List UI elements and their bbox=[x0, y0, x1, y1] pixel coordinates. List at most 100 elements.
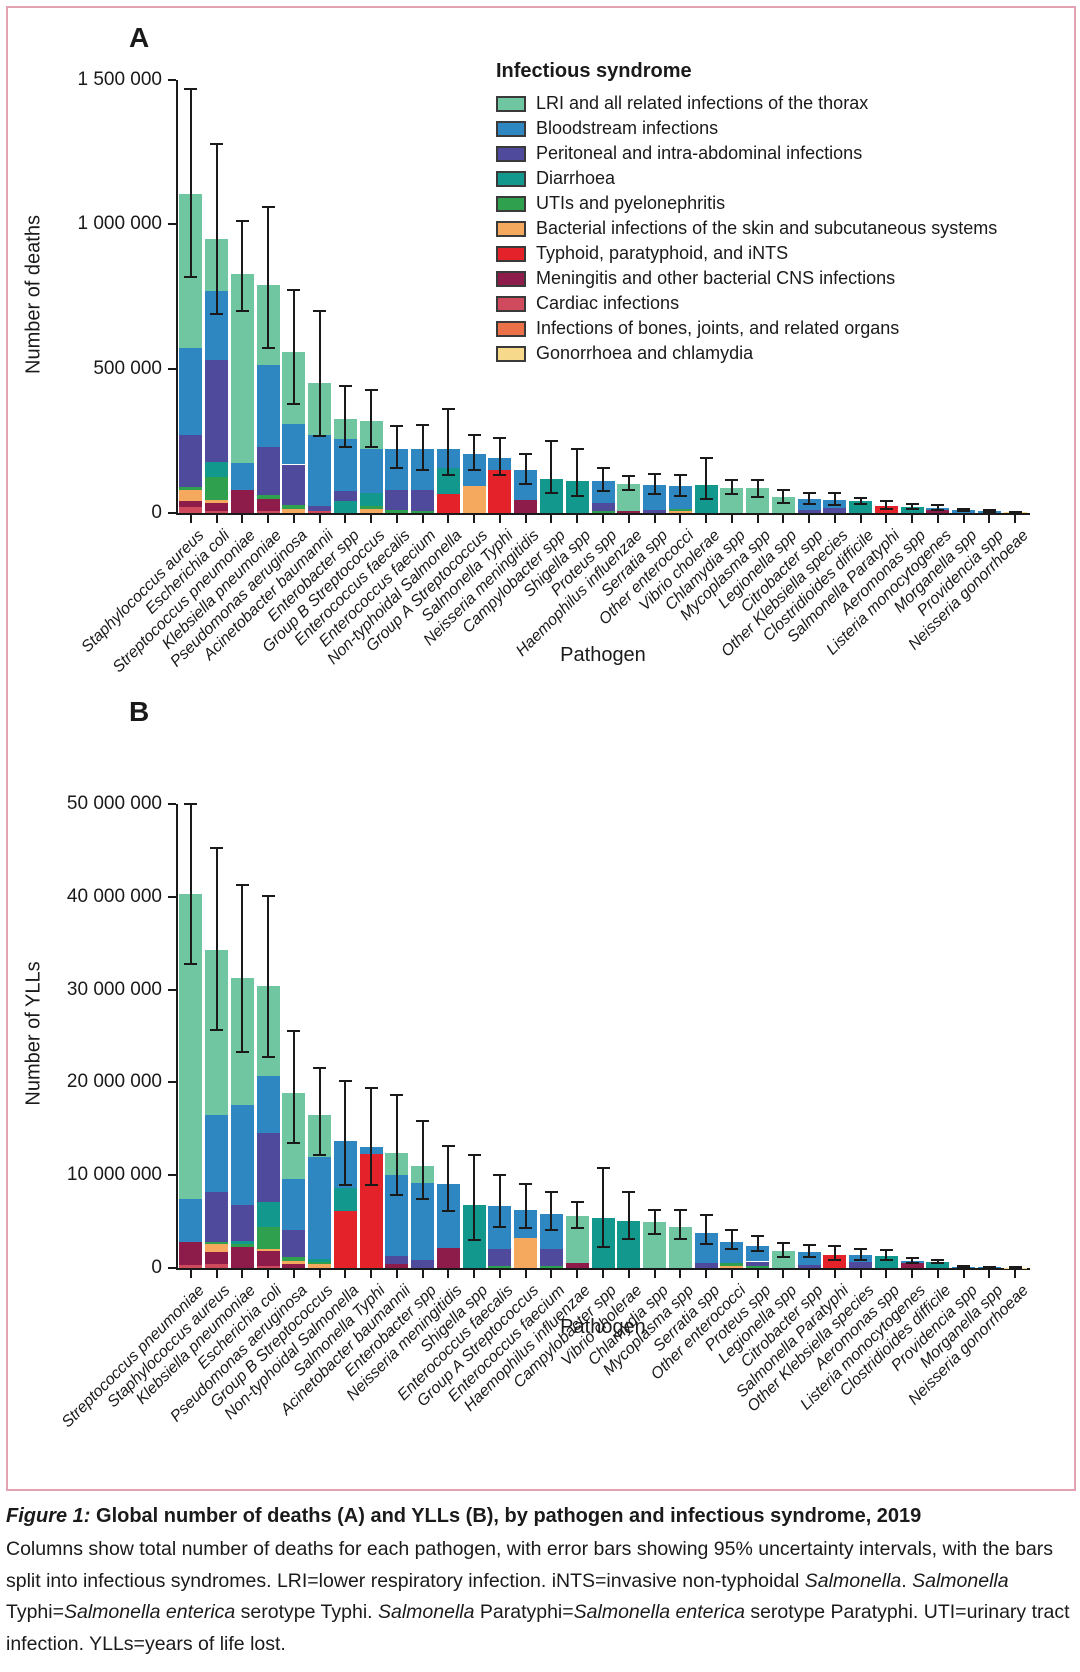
bar-segment-diarr bbox=[205, 461, 229, 478]
y-tick-label: 1 500 000 bbox=[77, 69, 162, 90]
error-bar-line bbox=[267, 895, 270, 1058]
bar-segment-typh bbox=[436, 494, 460, 513]
error-bar-cap-top bbox=[441, 408, 455, 411]
x-tick-mark bbox=[885, 1270, 888, 1278]
legend-label: Bacterial infections of the skin and sub… bbox=[536, 218, 998, 238]
legend-item-typh: Typhoid, paratyphoid, and iNTS bbox=[496, 241, 997, 266]
legend-label: UTIs and pyelonephritis bbox=[536, 193, 726, 213]
legend-label: Meningitis and other bacterial CNS infec… bbox=[536, 268, 896, 288]
x-tick-mark bbox=[215, 515, 218, 523]
bar-segment-blood bbox=[591, 481, 615, 504]
error-bar-line bbox=[885, 1250, 888, 1260]
bar-segment-perit bbox=[179, 435, 203, 487]
bar-segment-blood bbox=[643, 485, 666, 510]
bar-segment-skin bbox=[359, 508, 383, 513]
bar-segment-card bbox=[205, 1264, 229, 1268]
bar-segment-perit bbox=[205, 1191, 229, 1242]
bar-segment-typh bbox=[823, 1255, 847, 1268]
x-tick-mark bbox=[730, 1270, 733, 1278]
error-bar-cap-top bbox=[699, 1214, 713, 1217]
error-bar-cap-bottom bbox=[828, 503, 842, 506]
error-bar-cap-bottom bbox=[416, 1198, 430, 1201]
bar-segment-blood bbox=[411, 1182, 435, 1260]
y-tick-label: 10 000 000 bbox=[66, 1164, 162, 1186]
bar-segment-perit bbox=[539, 1249, 563, 1267]
legend-label: LRI and all related infections of the th… bbox=[536, 93, 869, 113]
x-tick-mark bbox=[936, 1270, 939, 1278]
bar-segment-skin bbox=[205, 499, 229, 503]
error-bar-cap-top bbox=[235, 220, 249, 223]
error-bar-cap-top bbox=[493, 1174, 507, 1177]
x-tick-mark bbox=[679, 515, 682, 523]
error-bar-cap-bottom bbox=[751, 1250, 765, 1253]
error-bar-cap-top bbox=[751, 1234, 765, 1237]
error-bar-cap-bottom bbox=[210, 1029, 224, 1032]
bar-segment-skin bbox=[462, 485, 486, 513]
bar-segment-perit bbox=[411, 489, 435, 511]
legend-item-blood: Bloodstream infections bbox=[496, 116, 997, 141]
bar-segment-blood bbox=[179, 348, 203, 436]
x-tick-mark bbox=[962, 1270, 965, 1278]
bar-segment-mening bbox=[205, 1252, 229, 1265]
error-bar-cap-bottom bbox=[364, 445, 378, 448]
x-axis-line bbox=[176, 513, 1030, 515]
x-tick-mark bbox=[756, 1270, 759, 1278]
bar-segment-diarr bbox=[256, 1202, 280, 1228]
y-tick-mark bbox=[168, 1081, 176, 1084]
x-tick-mark bbox=[808, 1270, 811, 1278]
x-tick-mark bbox=[859, 1270, 862, 1278]
x-tick-mark bbox=[292, 515, 295, 523]
caption-text-run: Paratyphi= bbox=[474, 1601, 574, 1624]
bar-segment-skin bbox=[308, 1264, 332, 1268]
bar-segment-mening bbox=[617, 511, 641, 513]
error-bar-line bbox=[550, 440, 553, 493]
bar-segment-blood bbox=[539, 1214, 563, 1250]
bar-segment-mening bbox=[230, 1246, 254, 1268]
error-bar-line bbox=[421, 1121, 424, 1200]
error-bar-cap-top bbox=[699, 457, 713, 460]
error-bar-cap-bottom bbox=[828, 1258, 842, 1261]
bar-segment-blood bbox=[385, 449, 409, 490]
y-tick-mark bbox=[168, 1267, 176, 1269]
error-bar-cap-top bbox=[570, 1201, 584, 1204]
legend-swatch-diarr bbox=[496, 170, 526, 187]
legend-item-perit: Peritoneal and intra-abdominal infection… bbox=[496, 141, 997, 166]
bar-segment-mening bbox=[436, 1247, 460, 1268]
x-tick-mark bbox=[1014, 1270, 1017, 1278]
y-tick-label: 50 000 000 bbox=[66, 793, 162, 814]
error-bar-cap-top bbox=[648, 1209, 661, 1212]
bar-segment-blood bbox=[746, 1245, 770, 1262]
error-bar-cap-bottom bbox=[673, 1238, 687, 1241]
x-tick-mark bbox=[524, 515, 527, 523]
bar-segment-blood bbox=[256, 364, 280, 448]
x-tick-mark bbox=[421, 515, 424, 523]
bar-segment-perit bbox=[385, 1255, 409, 1265]
bar-segment-mening bbox=[926, 509, 950, 513]
bar-segment-typh bbox=[359, 1153, 383, 1268]
x-tick-mark bbox=[215, 1270, 218, 1278]
x-tick-mark bbox=[318, 1270, 321, 1278]
bar-segment-diarr bbox=[230, 1241, 254, 1244]
error-bar-cap-bottom bbox=[184, 962, 198, 965]
error-bar-cap-bottom bbox=[287, 403, 301, 406]
bar-segment-lri bbox=[771, 497, 795, 513]
figure-caption-body: Columns show total number of deaths for … bbox=[6, 1534, 1074, 1660]
bar-segment-diarr bbox=[926, 1261, 950, 1268]
error-bar-cap-top bbox=[416, 423, 430, 426]
bar-segment-skin bbox=[668, 511, 692, 513]
error-bar-cap-top bbox=[931, 504, 945, 507]
error-bar-cap-top bbox=[416, 1120, 430, 1123]
error-bar-cap-bottom bbox=[338, 445, 352, 448]
error-bar-cap-top bbox=[467, 434, 481, 437]
error-bar-cap-bottom bbox=[982, 1266, 996, 1269]
error-bar-line bbox=[730, 479, 733, 495]
error-bar-line bbox=[756, 479, 759, 498]
x-tick-mark bbox=[627, 1270, 630, 1278]
error-bar-cap-top bbox=[544, 1190, 558, 1193]
error-bar-cap-top bbox=[544, 439, 558, 442]
error-bar-line bbox=[627, 476, 630, 491]
caption-text-run: serotype Typhi. bbox=[235, 1601, 378, 1624]
error-bar-line bbox=[833, 493, 836, 505]
bar-segment-blood bbox=[797, 1252, 821, 1266]
error-bar-cap-bottom bbox=[1008, 1266, 1022, 1269]
